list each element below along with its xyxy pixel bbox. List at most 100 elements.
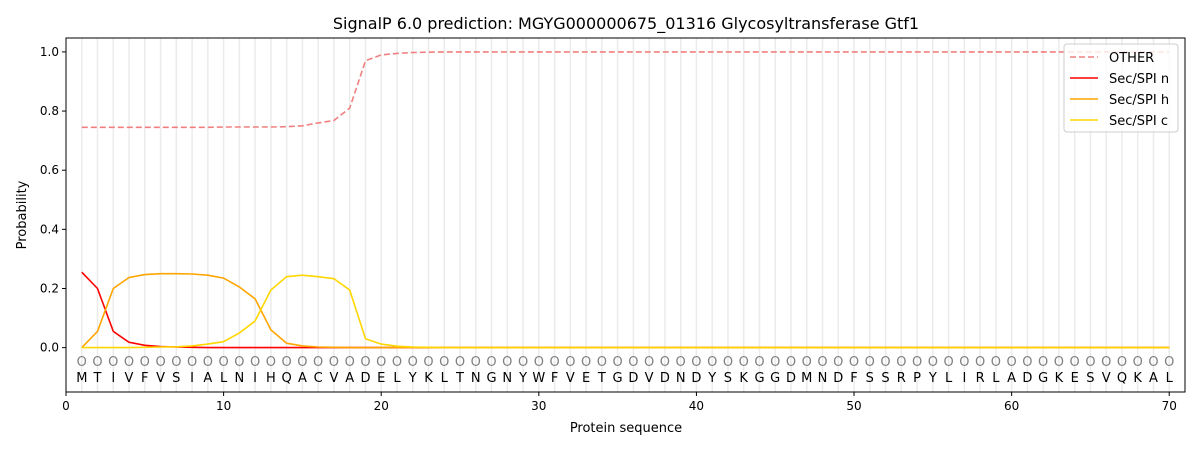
- position-marker: O: [991, 355, 1001, 370]
- position-marker: O: [329, 355, 339, 370]
- position-marker: O: [581, 355, 591, 370]
- position-marker: O: [1117, 355, 1127, 370]
- position-marker: O: [644, 355, 654, 370]
- position-marker: O: [707, 355, 717, 370]
- y-axis-label: Probability: [15, 180, 30, 249]
- position-marker: O: [975, 355, 985, 370]
- position-marker: O: [360, 355, 370, 370]
- y-tick-label: 0.0: [40, 341, 59, 355]
- position-marker: O: [1101, 355, 1111, 370]
- position-marker: O: [613, 355, 623, 370]
- position-marker: O: [1133, 355, 1143, 370]
- position-marker: O: [534, 355, 544, 370]
- position-marker: O: [108, 355, 118, 370]
- series-line-sec-spi-n: [81, 271, 1170, 349]
- legend-label: Sec/SPI c: [1109, 114, 1168, 129]
- position-marker: O: [1070, 355, 1080, 370]
- position-marker: O: [345, 355, 355, 370]
- position-marker: O: [691, 355, 701, 370]
- position-marker: O: [739, 355, 749, 370]
- position-marker: O: [313, 355, 323, 370]
- position-marker: O: [250, 355, 260, 370]
- position-marker: O: [1022, 355, 1032, 370]
- y-tick-label: 1.0: [40, 45, 59, 59]
- position-marker: O: [943, 355, 953, 370]
- position-marker: O: [549, 355, 559, 370]
- position-marker: O: [408, 355, 418, 370]
- x-tick-label: 70: [1162, 399, 1177, 413]
- position-marker: O: [486, 355, 496, 370]
- position-marker: O: [1148, 355, 1158, 370]
- position-marker: O: [92, 355, 102, 370]
- position-marker: O: [786, 355, 796, 370]
- position-marker: O: [455, 355, 465, 370]
- position-marker: O: [1007, 355, 1017, 370]
- position-marker: O: [802, 355, 812, 370]
- position-marker: O: [1085, 355, 1095, 370]
- position-marker: O: [865, 355, 875, 370]
- series-line-sec-spi-h: [81, 272, 1170, 349]
- position-marker: O: [1164, 355, 1174, 370]
- chart-title: SignalP 6.0 prediction: MGYG000000675_01…: [333, 14, 919, 34]
- position-marker: O: [676, 355, 686, 370]
- position-marker: O: [723, 355, 733, 370]
- y-tick-label: 0.8: [40, 104, 59, 118]
- x-tick-label: 60: [1004, 399, 1019, 413]
- position-marker: O: [959, 355, 969, 370]
- position-marker: O: [124, 355, 134, 370]
- position-marker: O: [297, 355, 307, 370]
- y-tick-label: 0.6: [40, 163, 59, 177]
- x-axis-label: Protein sequence: [570, 421, 682, 436]
- position-marker: O: [833, 355, 843, 370]
- position-marker: O: [896, 355, 906, 370]
- position-marker: O: [502, 355, 512, 370]
- position-marker: O: [266, 355, 276, 370]
- position-marker: O: [376, 355, 386, 370]
- position-marker: O: [660, 355, 670, 370]
- y-tick-label: 0.2: [40, 281, 59, 295]
- series-line-other: [81, 51, 1170, 129]
- x-tick-label: 50: [846, 399, 861, 413]
- position-marker: O: [880, 355, 890, 370]
- legend: OTHER Sec/SPI n Sec/SPI h Sec/SPI c: [1063, 43, 1179, 133]
- y-tick-label: 0.4: [40, 222, 59, 236]
- position-marker: O: [849, 355, 859, 370]
- position-marker: O: [392, 355, 402, 370]
- position-marker: O: [628, 355, 638, 370]
- position-marker: O: [1038, 355, 1048, 370]
- x-tick-label: 10: [216, 399, 231, 413]
- series-line-sec-spi-c: [81, 274, 1170, 349]
- plot-frame: [65, 37, 1186, 393]
- position-marker: O: [471, 355, 481, 370]
- position-marker: O: [439, 355, 449, 370]
- x-tick-label: 40: [689, 399, 704, 413]
- position-marker: O: [234, 355, 244, 370]
- position-marker: O: [77, 355, 87, 370]
- legend-label: Sec/SPI n: [1109, 72, 1169, 87]
- protein-sequence: MTIVFVSIALNIHQACVADELYKLTNGNYWFVETGDVDND…: [76, 371, 1173, 386]
- position-marker: O: [770, 355, 780, 370]
- position-marker: O: [155, 355, 165, 370]
- x-tick-label: 0: [62, 399, 70, 413]
- position-marker: O: [518, 355, 528, 370]
- position-marker: O: [754, 355, 764, 370]
- position-marker: O: [171, 355, 181, 370]
- legend-label: OTHER: [1109, 51, 1154, 66]
- position-marker: O: [187, 355, 197, 370]
- position-marker: O: [1054, 355, 1064, 370]
- position-marker: O: [203, 355, 213, 370]
- position-marker: O: [423, 355, 433, 370]
- position-marker: O: [282, 355, 292, 370]
- position-marker: O: [140, 355, 150, 370]
- position-marker: O: [597, 355, 607, 370]
- position-marker: O: [565, 355, 575, 370]
- position-marker: O: [218, 355, 228, 370]
- x-tick-label: 20: [374, 399, 389, 413]
- position-marker: O: [928, 355, 938, 370]
- position-marker: O: [817, 355, 827, 370]
- legend-label: Sec/SPI h: [1109, 93, 1169, 108]
- position-marker: O: [912, 355, 922, 370]
- legend-box: [1063, 43, 1179, 133]
- x-tick-label: 30: [531, 399, 546, 413]
